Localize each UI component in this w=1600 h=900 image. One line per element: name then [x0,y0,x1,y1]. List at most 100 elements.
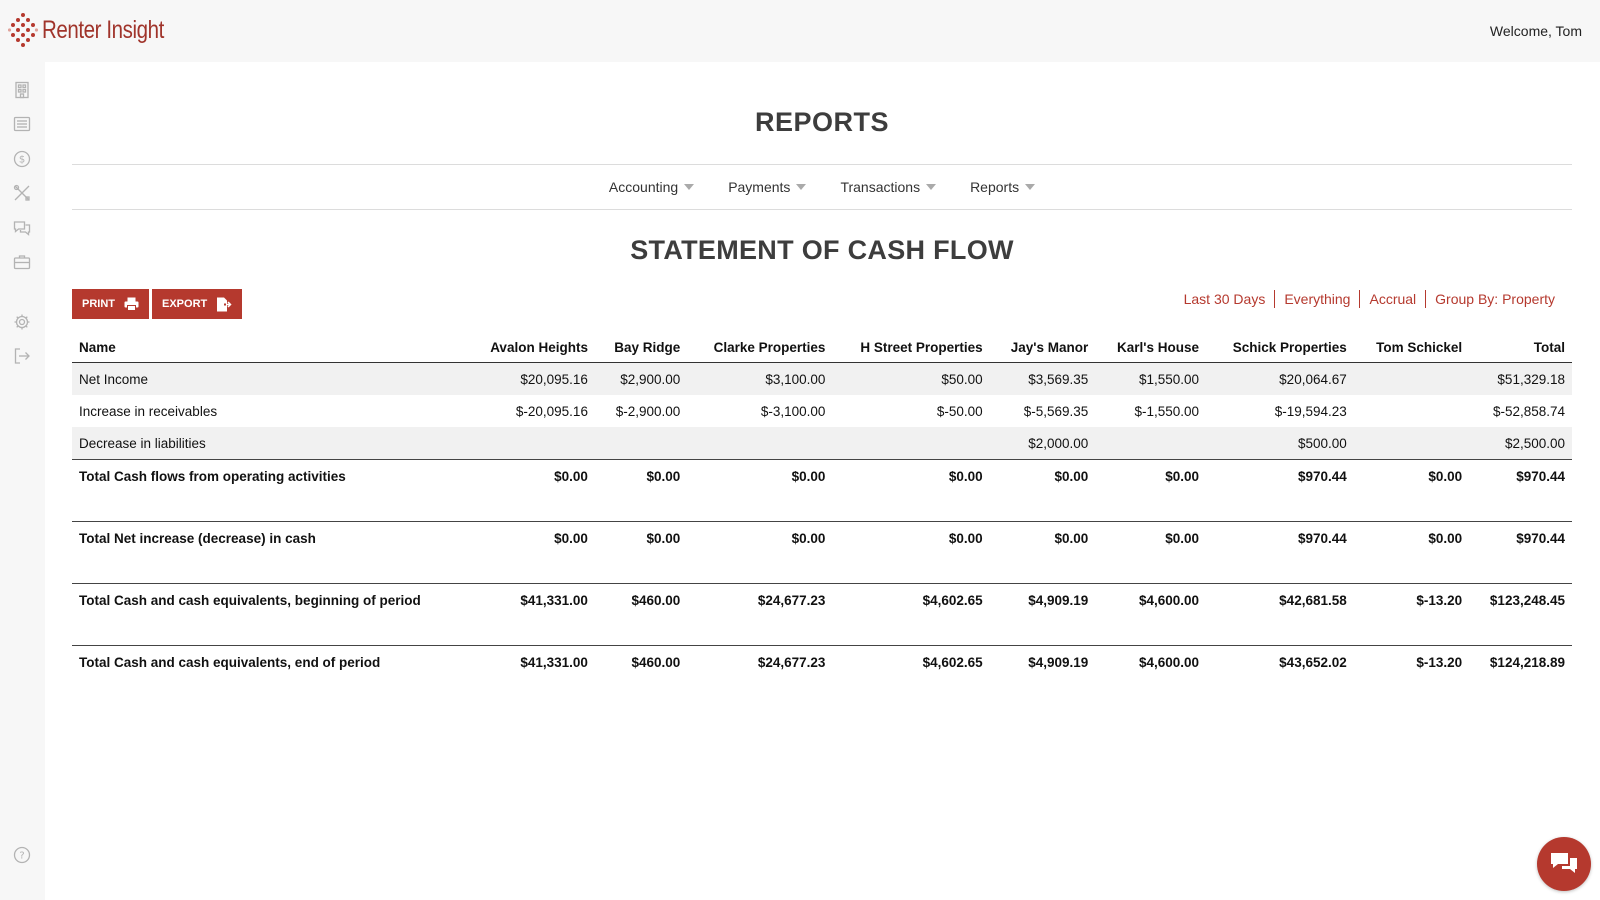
cell: $2,000.00 [989,427,1096,460]
menu-accounting[interactable]: Accounting [607,174,696,200]
dollar-icon[interactable]: $ [11,148,33,170]
column-header[interactable]: Avalon Heights [466,332,595,363]
cell [466,427,595,460]
report-filters: Last 30 Days Everything Accrual Group By… [1175,289,1564,309]
cell: $2,900.00 [594,362,688,395]
svg-text:$: $ [19,155,25,166]
filter-scope[interactable]: Everything [1274,290,1359,308]
print-button[interactable]: PRINT [72,289,149,319]
list-icon[interactable] [11,113,33,135]
top-bar: Renter Insight Welcome, Tom [0,0,1600,62]
column-header[interactable]: Bay Ridge [594,332,688,363]
column-header[interactable]: Name [72,332,466,363]
cash-flow-table: Name Avalon Heights Bay Ridge Clarke Pro… [72,332,1572,707]
cell: $0.00 [466,521,595,584]
chat-icon[interactable] [11,217,33,239]
export-label: EXPORT [162,298,208,310]
help-icon[interactable]: ? [11,844,33,866]
report-menu: Accounting Payments Transactions Reports [72,174,1572,200]
cell: $4,909.19 [989,645,1096,707]
logout-icon[interactable] [11,345,33,367]
menu-label: Accounting [608,179,679,195]
filter-basis[interactable]: Accrual [1359,290,1425,308]
cell [832,427,990,460]
cell: $-50.00 [936,403,983,419]
caret-down-icon [796,184,807,190]
cell: $970.44 [1469,521,1572,584]
cell: $-20,095.16 [515,403,588,419]
table-row: Decrease in liabilities $2,000.00 $500.0… [72,427,1572,460]
logo[interactable]: Renter Insight [8,12,191,48]
cell: $0.00 [1095,459,1206,522]
cell: $124,218.89 [1469,645,1572,707]
filter-group-by[interactable]: Group By: Property [1425,290,1564,308]
cell: $20,064.67 [1206,362,1354,395]
cell: $51,329.18 [1469,362,1572,395]
column-header[interactable]: Tom Schickel [1353,332,1470,363]
row-name: Increase in receivables [79,403,218,419]
cell: $0.00 [466,459,595,522]
printer-icon [124,297,139,311]
divider [72,164,1572,165]
menu-label: Payments [728,179,791,195]
cell: $460.00 [594,645,688,707]
cell [1095,427,1206,460]
cell: $0.00 [594,459,688,522]
cell: $2,500.00 [1469,427,1572,460]
cell: $50.00 [832,362,990,395]
cell: $4,600.00 [1095,583,1206,646]
tools-icon[interactable] [11,182,33,204]
print-label: PRINT [82,298,115,310]
briefcase-icon[interactable] [11,251,33,273]
cell: $-13.20 [1353,583,1470,646]
menu-transactions[interactable]: Transactions [838,174,938,200]
total-row: Total Cash flows from operating activiti… [72,459,1572,522]
total-row: Total Cash and cash equivalents, beginni… [72,583,1572,646]
menu-label: Transactions [840,179,921,195]
column-header[interactable]: Schick Properties [1206,332,1354,363]
report-title: STATEMENT OF CASH FLOW [630,235,1014,265]
filter-date-range[interactable]: Last 30 Days [1183,291,1266,307]
cell: $24,677.23 [687,583,833,646]
cell: $0.00 [1095,521,1206,584]
column-header[interactable]: Total [1469,332,1572,363]
cell: $970.44 [1206,459,1354,522]
cell: $41,331.00 [466,645,595,707]
cell: $460.00 [594,583,688,646]
divider [72,209,1572,210]
column-header[interactable]: Jay's Manor [989,332,1096,363]
logo-icon [8,13,38,47]
menu-payments[interactable]: Payments [726,174,808,200]
column-header[interactable]: H Street Properties [832,332,990,363]
gear-icon[interactable] [11,311,33,333]
svg-text:?: ? [19,851,24,862]
cell: $0.00 [832,521,990,584]
menu-label: Reports [970,179,1020,195]
page-title: REPORTS [754,107,890,137]
cell: $4,602.65 [832,645,990,707]
row-name: Net Income [72,362,466,395]
cell: $4,909.19 [989,583,1096,646]
cell: $3,569.35 [989,362,1096,395]
cell: $123,248.45 [1469,583,1572,646]
column-header[interactable]: Clarke Properties [687,332,833,363]
menu-reports[interactable]: Reports [968,174,1037,200]
report-actions: PRINT EXPORT [72,289,243,319]
cell: $0.00 [687,521,833,584]
cell: $0.00 [989,521,1096,584]
caret-down-icon [1025,184,1036,190]
column-header[interactable]: Karl's House [1095,332,1206,363]
welcome-text[interactable]: Welcome, Tom [1489,23,1582,39]
cell [1353,427,1470,460]
cell: $500.00 [1206,427,1354,460]
caret-down-icon [684,184,695,190]
building-icon[interactable] [11,79,33,101]
row-name: Total Cash flows from operating activiti… [72,459,466,522]
caret-down-icon [926,184,937,190]
table-header-row: Name Avalon Heights Bay Ridge Clarke Pro… [72,332,1572,363]
cell: $-52,858.74 [1492,403,1565,419]
export-button[interactable]: EXPORT [152,289,243,319]
cell: $-19,594.23 [1274,403,1347,419]
chat-widget-button[interactable] [1537,837,1591,891]
total-row: Total Net increase (decrease) in cash $0… [72,521,1572,584]
